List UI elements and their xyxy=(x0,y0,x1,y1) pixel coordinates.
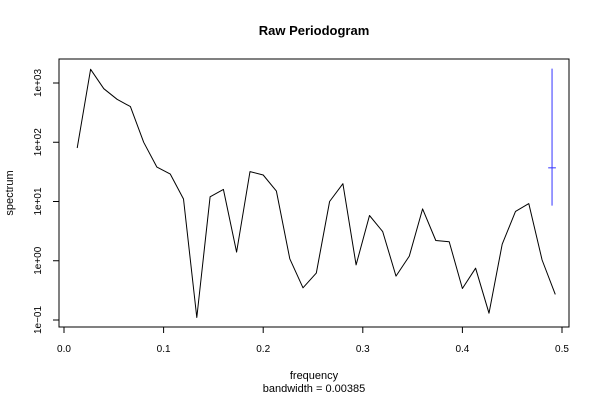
bandwidth-label: bandwidth = 0.00385 xyxy=(263,383,365,395)
series-layer xyxy=(76,68,556,318)
y-axis: 1e−01 1e+00 1e+01 1e+02 1e+03 xyxy=(33,69,60,335)
x-tick-label: 0.0 xyxy=(57,344,71,355)
y-tick-label: 1e+02 xyxy=(33,128,44,157)
x-axis-label: frequency xyxy=(290,370,339,382)
y-tick-label: 1e+03 xyxy=(33,69,44,98)
x-tick-label: 0.2 xyxy=(256,344,270,355)
y-tick-label: 1e+00 xyxy=(33,246,44,275)
y-tick-label: 1e−01 xyxy=(33,306,44,335)
x-tick-label: 0.5 xyxy=(555,344,569,355)
chart-title: Raw Periodogram xyxy=(259,23,370,38)
y-tick-label: 1e+01 xyxy=(33,187,44,216)
series-line xyxy=(76,68,556,318)
y-axis-label: spectrum xyxy=(4,170,16,215)
x-tick-label: 0.1 xyxy=(157,344,171,355)
plot-frame xyxy=(58,58,570,328)
x-tick-label: 0.3 xyxy=(356,344,370,355)
bandwidth-indicator xyxy=(548,68,556,206)
x-tick-label: 0.4 xyxy=(455,344,469,355)
x-axis: 0.0 0.1 0.2 0.3 0.4 0.5 xyxy=(57,326,569,355)
